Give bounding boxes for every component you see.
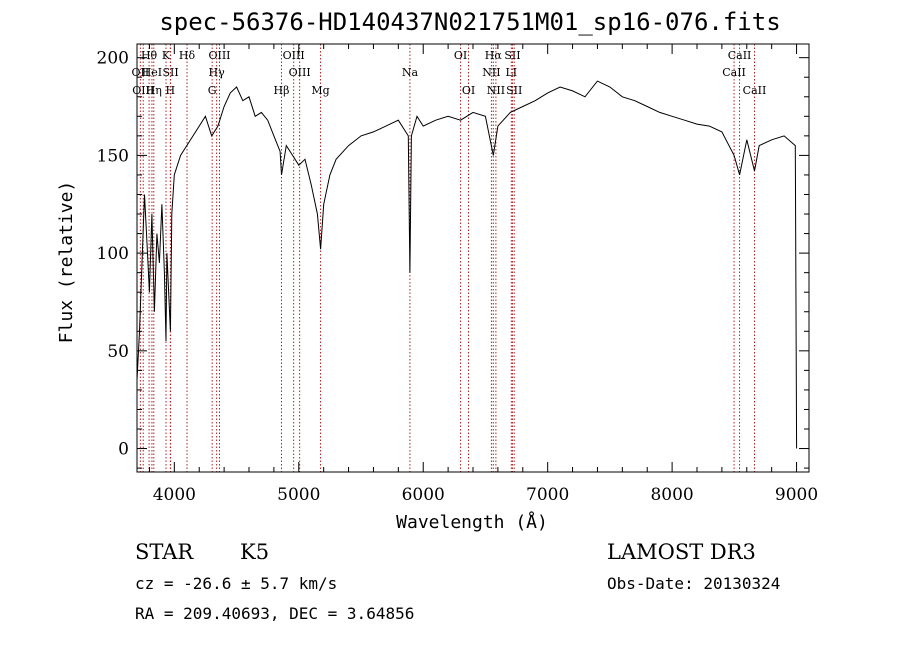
x-tick-label: 5000	[277, 485, 320, 505]
line-label: OIII	[208, 49, 230, 62]
x-tick-label: 6000	[402, 485, 445, 505]
object-class: STAR	[135, 540, 194, 564]
line-label: Hδ	[179, 49, 196, 62]
y-tick-label: 0	[118, 440, 129, 460]
line-label: SII	[504, 49, 520, 62]
line-label: HeI	[142, 66, 162, 79]
line-label: CaII	[743, 84, 767, 97]
chart-title: spec-56376-HD140437N021751M01_sp16-076.f…	[159, 8, 780, 36]
line-label: G	[208, 84, 217, 97]
y-tick-label: 50	[107, 342, 129, 362]
object-subclass: K5	[240, 540, 269, 564]
x-axis-ticks: 4000 5000 6000 7000 8000 9000	[148, 44, 818, 505]
line-label: K	[162, 49, 171, 62]
line-label: Hγ	[209, 66, 226, 79]
line-label: OII	[132, 66, 150, 79]
plot-frame	[136, 43, 810, 473]
line-label: Hβ	[274, 84, 290, 97]
line-label: SII	[506, 84, 522, 97]
line-label: Hθ	[141, 49, 158, 62]
coordinates: RA = 209.40693, DEC = 3.64856	[135, 604, 414, 623]
line-label: NII	[482, 66, 500, 79]
line-label: H	[166, 84, 176, 97]
x-tick-label: 9000	[775, 485, 818, 505]
x-tick-label: 8000	[650, 485, 693, 505]
y-axis-label: Flux (relative)	[56, 181, 77, 344]
y-axis-ticks: 0 50 100 150 200	[97, 49, 809, 469]
line-label: OI	[454, 49, 467, 62]
line-label: Hη	[146, 84, 162, 97]
line-label: OI	[462, 84, 475, 97]
y-tick-label: 100	[97, 244, 129, 264]
x-axis-label: Wavelength (Å)	[396, 511, 548, 533]
spectrum-series-line	[136, 80, 798, 449]
line-label: OIII	[283, 49, 305, 62]
line-label: OIII	[132, 84, 154, 97]
line-label: OIII	[289, 66, 311, 79]
line-label: NII	[487, 84, 505, 97]
line-label: Na	[402, 66, 419, 79]
line-label: CaII	[722, 66, 746, 79]
line-label: Hα	[485, 49, 503, 62]
line-label: CaII	[728, 49, 752, 62]
redshift-velocity: cz = -26.6 ± 5.7 km/s	[135, 574, 337, 593]
x-tick-label: 7000	[526, 485, 569, 505]
line-label: SII	[162, 66, 178, 79]
line-label: Mg	[311, 84, 329, 97]
x-tick-label: 4000	[153, 485, 196, 505]
line-label: LI	[506, 66, 518, 79]
observation-date: Obs-Date: 20130324	[607, 574, 780, 593]
y-tick-label: 200	[97, 49, 129, 69]
spectral-line-markers	[139, 44, 755, 472]
y-tick-label: 150	[97, 146, 129, 166]
survey-name: LAMOST DR3	[607, 540, 756, 564]
